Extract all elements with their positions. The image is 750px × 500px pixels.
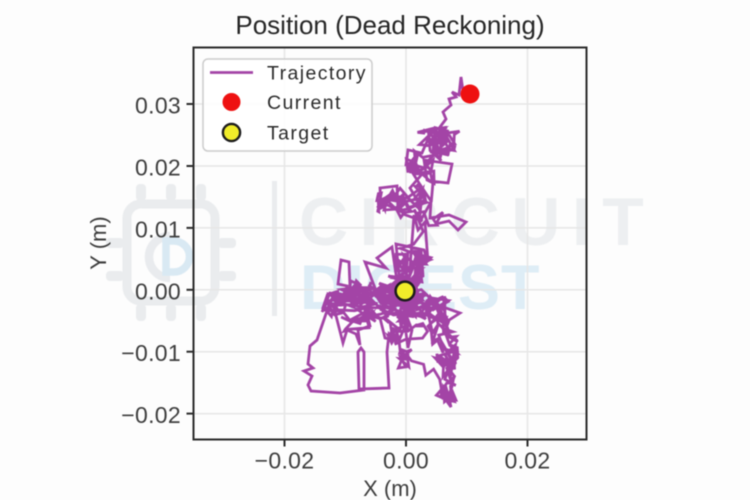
svg-text:Y (m): Y (m) <box>86 216 111 269</box>
svg-text:Current: Current <box>267 92 342 114</box>
svg-text:−0.01: −0.01 <box>121 340 181 366</box>
svg-text:0.01: 0.01 <box>135 216 181 242</box>
svg-text:−0.02: −0.02 <box>255 448 315 474</box>
svg-text:0.02: 0.02 <box>135 155 181 181</box>
svg-text:0.02: 0.02 <box>505 448 551 474</box>
svg-text:CIRCUIT: CIRCUIT <box>299 184 655 260</box>
svg-text:Trajectory: Trajectory <box>267 63 367 85</box>
svg-text:−0.02: −0.02 <box>121 402 181 428</box>
svg-text:0.00: 0.00 <box>383 448 429 474</box>
svg-text:Position (Dead Reckoning): Position (Dead Reckoning) <box>235 10 544 40</box>
svg-text:X (m): X (m) <box>363 476 417 500</box>
svg-text:0.03: 0.03 <box>135 93 181 119</box>
svg-text:Target: Target <box>267 123 330 145</box>
svg-text:0.00: 0.00 <box>135 278 181 304</box>
